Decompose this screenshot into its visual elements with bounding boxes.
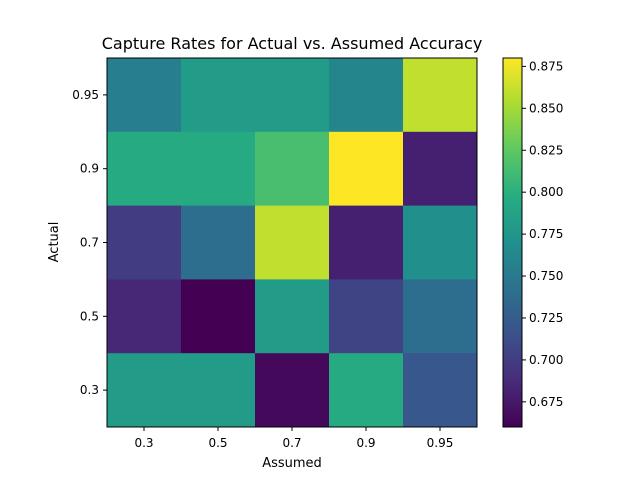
heatmap-cell (107, 279, 182, 354)
heatmap-cell (329, 353, 404, 428)
heatmap-cell (181, 131, 256, 207)
heatmap-cell (329, 279, 404, 354)
colorbar-tick-label: 0.850 (529, 101, 563, 115)
colorbar-tick-label: 0.825 (529, 143, 563, 157)
heatmap-cell (255, 205, 330, 280)
heatmap-cell (329, 205, 404, 280)
heatmap-cell (329, 131, 404, 207)
heatmap-cell (403, 58, 478, 133)
heatmap-cell (181, 205, 256, 280)
colorbar-ticks: 0.675 0.700 0.725 0.750 0.775 0.800 0.825 0.850… (522, 59, 563, 409)
heatmap-cell (255, 279, 330, 354)
colorbar-tick-label: 0.750 (529, 269, 563, 283)
heatmap-cell (403, 279, 478, 354)
x-tick-label: 0.7 (282, 436, 301, 450)
x-tick-label: 0.5 (208, 436, 227, 450)
heatmap-cell (107, 58, 182, 133)
heatmap-cell (403, 205, 478, 280)
heatmap-cell (107, 131, 182, 207)
x-tick-label: 0.9 (356, 436, 375, 450)
heatmap-cell (403, 353, 478, 428)
y-axis-ticks: 0.95 0.9 0.7 0.5 0.3 (72, 88, 107, 397)
heatmap-cell (107, 353, 182, 428)
heatmap-cell (255, 131, 330, 207)
heatmap-cell (255, 353, 330, 428)
heatmap-cell (181, 279, 256, 354)
x-axis-label: Assumed (262, 456, 322, 471)
heatmap-cell (255, 58, 330, 133)
colorbar-tick-label: 0.800 (529, 185, 563, 199)
y-tick-label: 0.7 (80, 236, 99, 250)
heatmap-cell (403, 131, 478, 207)
heatmap-cell (329, 58, 404, 133)
colorbar-tick-label: 0.775 (529, 227, 563, 241)
y-tick-label: 0.9 (80, 162, 99, 176)
x-tick-label: 0.95 (427, 436, 454, 450)
colorbar-tick-label: 0.675 (529, 395, 563, 409)
colorbar-tick-label: 0.700 (529, 353, 563, 367)
colorbar-tick-label: 0.725 (529, 311, 563, 325)
heatmap-cell (107, 205, 182, 280)
x-axis-ticks: 0.3 0.5 0.7 0.9 0.95 (134, 427, 453, 450)
heatmap-cell (181, 58, 256, 133)
x-tick-label: 0.3 (134, 436, 153, 450)
y-tick-label: 0.5 (80, 309, 99, 323)
heatmap-cells (107, 58, 478, 428)
y-tick-label: 0.3 (80, 383, 99, 397)
chart-title: Capture Rates for Actual vs. Assumed Acc… (102, 34, 483, 53)
colorbar (502, 57, 523, 428)
heatmap-cell (181, 353, 256, 428)
y-axis-label: Actual (47, 222, 62, 263)
y-tick-label: 0.95 (72, 88, 99, 102)
colorbar-tick-label: 0.875 (529, 59, 563, 73)
